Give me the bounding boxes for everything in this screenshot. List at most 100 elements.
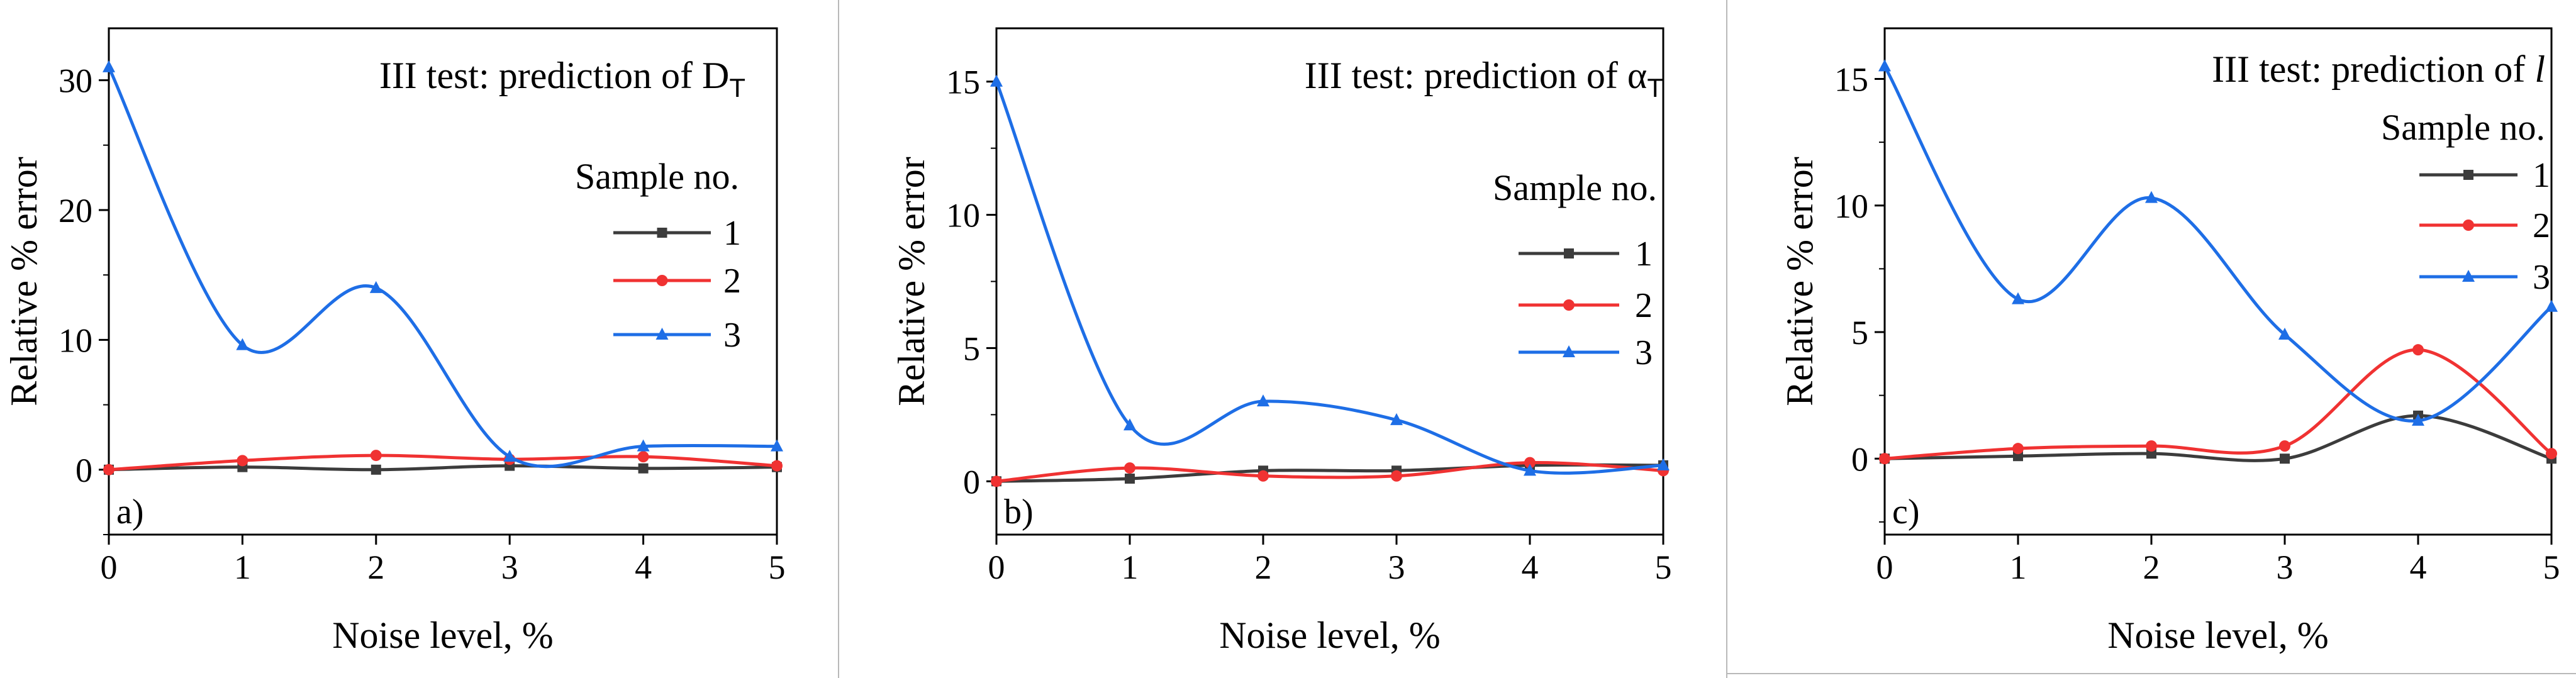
data-point bbox=[771, 460, 783, 472]
legend-item-1: 1 bbox=[613, 214, 741, 253]
legend-label: 3 bbox=[2533, 258, 2550, 297]
legend-label: 2 bbox=[1635, 286, 1653, 325]
x-tick-label: 3 bbox=[2277, 548, 2294, 586]
chart-title: III test: prediction of αT bbox=[1305, 55, 1663, 103]
data-point bbox=[637, 439, 650, 452]
legend-item-3: 3 bbox=[613, 316, 741, 355]
x-tick-label: 5 bbox=[2543, 548, 2560, 586]
x-tick-label: 4 bbox=[635, 548, 652, 586]
series-line bbox=[1884, 414, 2552, 462]
x-tick-label: 4 bbox=[1522, 548, 1539, 586]
data-point bbox=[237, 455, 248, 467]
data-point bbox=[1125, 474, 1135, 484]
x-tick-label: 5 bbox=[1655, 548, 1672, 586]
x-axis-label: Noise level, % bbox=[1219, 614, 1441, 656]
series-line bbox=[107, 66, 778, 469]
data-point bbox=[1390, 413, 1403, 425]
data-point bbox=[1257, 470, 1269, 482]
chart-title-subscript: T bbox=[729, 73, 745, 103]
data-point bbox=[1564, 248, 1574, 258]
data-point bbox=[1257, 394, 1269, 407]
series-3 bbox=[103, 60, 783, 469]
chart-title-subscript: T bbox=[1647, 73, 1663, 103]
legend-item-1: 1 bbox=[1519, 235, 1653, 274]
series-line bbox=[108, 464, 778, 472]
legend-item-2: 2 bbox=[2419, 206, 2550, 245]
plot-area-frame bbox=[1883, 27, 2553, 536]
plot-area-frame bbox=[995, 27, 1664, 536]
data-point bbox=[1524, 457, 1536, 469]
data-point bbox=[2146, 448, 2156, 459]
series-1 bbox=[1880, 410, 2556, 464]
legend-label: 2 bbox=[723, 262, 741, 301]
x-tick-label: 1 bbox=[234, 548, 251, 586]
data-point bbox=[103, 60, 115, 72]
chart-title-text: III test: prediction of bbox=[2212, 48, 2534, 90]
legend-label: 1 bbox=[723, 214, 741, 253]
x-tick-label: 0 bbox=[101, 548, 118, 586]
x-axis-label: Noise level, % bbox=[332, 614, 554, 656]
legend-label: 3 bbox=[723, 316, 741, 355]
plot-area-frame bbox=[108, 27, 778, 536]
legend-label: 1 bbox=[2533, 156, 2550, 195]
data-point bbox=[638, 463, 649, 474]
legend-item-2: 2 bbox=[613, 262, 741, 301]
x-tick-label: 2 bbox=[2143, 548, 2160, 586]
data-point bbox=[990, 74, 1003, 87]
data-point bbox=[236, 338, 249, 350]
chart-title-symbol: l bbox=[2534, 48, 2545, 90]
x-tick-label: 2 bbox=[1255, 548, 1272, 586]
data-point bbox=[2462, 270, 2475, 282]
y-axis-label: Relative % error bbox=[891, 157, 932, 406]
series-line bbox=[108, 453, 778, 472]
data-point bbox=[656, 275, 668, 286]
data-point bbox=[370, 450, 382, 462]
chart-title: III test: prediction of l bbox=[2212, 48, 2545, 90]
y-tick-label: 0 bbox=[1851, 440, 1868, 478]
data-point bbox=[2412, 413, 2424, 426]
legend: Sample no. 1 2 3 bbox=[575, 156, 741, 355]
series-line bbox=[1883, 65, 2553, 423]
data-point bbox=[503, 450, 516, 462]
x-tick-label: 0 bbox=[988, 548, 1005, 586]
x-tick-label: 3 bbox=[1388, 548, 1405, 586]
x-axis-label: Noise level, % bbox=[2107, 614, 2329, 656]
data-point bbox=[1657, 458, 1670, 470]
data-point bbox=[2013, 451, 2023, 462]
y-tick-label: 0 bbox=[75, 452, 92, 489]
y-tick-label: 20 bbox=[59, 192, 92, 230]
y-tick-label: 0 bbox=[963, 463, 980, 501]
data-point bbox=[371, 464, 381, 475]
data-point bbox=[1563, 299, 1575, 311]
series-2 bbox=[103, 450, 783, 475]
x-tick-label: 0 bbox=[1876, 548, 1893, 586]
panel-separator bbox=[838, 0, 839, 678]
chart-panel-b: 0 1 2 3 4 5 0 5 10 15 Noise level, % Relative % err… bbox=[891, 27, 1672, 656]
data-point bbox=[1879, 453, 1890, 465]
series-2 bbox=[1879, 344, 2557, 465]
legend-label: 1 bbox=[1635, 235, 1653, 274]
x-tick-label: 1 bbox=[1122, 548, 1139, 586]
panel-border bbox=[1726, 673, 2576, 674]
y-tick-label: 10 bbox=[946, 197, 980, 235]
data-point bbox=[1524, 464, 1536, 476]
legend-label: 2 bbox=[2533, 206, 2550, 245]
x-tick-label: 1 bbox=[2010, 548, 2027, 586]
data-point bbox=[1391, 470, 1402, 482]
panel-separator bbox=[1726, 0, 1727, 678]
x-tick-label: 4 bbox=[2410, 548, 2427, 586]
y-tick-label: 15 bbox=[1834, 61, 1868, 99]
data-point bbox=[103, 464, 114, 475]
panel-label: a) bbox=[116, 492, 144, 531]
data-point bbox=[1124, 418, 1136, 431]
panel-label: c) bbox=[1892, 492, 1920, 531]
series-2 bbox=[991, 457, 1669, 487]
y-tick-label: 30 bbox=[59, 62, 92, 100]
y-tick-label: 10 bbox=[59, 321, 92, 359]
y-tick-label: 5 bbox=[1851, 314, 1868, 352]
legend-title: Sample no. bbox=[2381, 107, 2545, 148]
legend: Sample no. 1 2 3 bbox=[1493, 167, 1657, 372]
legend-item-3: 3 bbox=[1519, 333, 1653, 372]
legend: Sample no. 1 2 3 bbox=[2381, 107, 2550, 297]
